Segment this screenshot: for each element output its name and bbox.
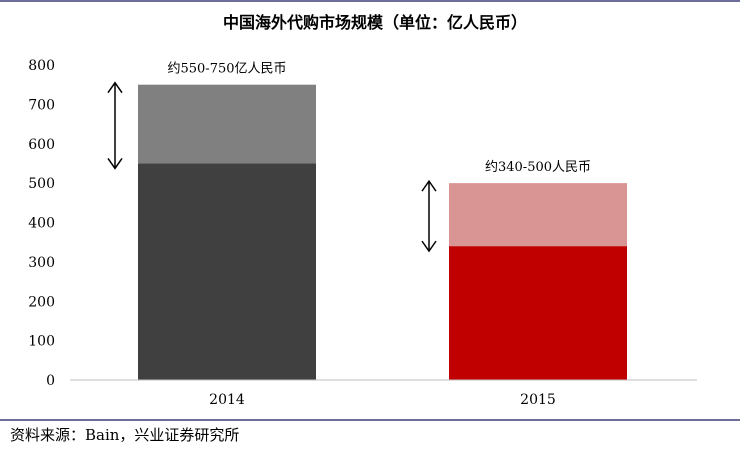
- source-note: 资料来源：Bain，兴业证券研究所: [10, 426, 240, 444]
- y-tick-label: 100: [28, 334, 55, 350]
- bar-2015-segment-0: [449, 246, 627, 380]
- x-tick-label: 2014: [209, 392, 245, 408]
- bar-annotation: 约340-500人民币: [485, 160, 591, 175]
- y-tick-label: 500: [28, 176, 55, 192]
- range-arrow-icon: [107, 81, 123, 170]
- x-tick-label: 2015: [520, 392, 556, 408]
- chart-title: 中国海外代购市场规模（单位：亿人民币）: [223, 13, 527, 32]
- y-tick-label: 200: [28, 294, 55, 310]
- y-tick-label: 800: [28, 58, 55, 74]
- y-tick-label: 700: [28, 97, 55, 113]
- y-tick-label: 300: [28, 255, 55, 271]
- y-tick-label: 0: [46, 373, 55, 389]
- range-arrow-icon: [421, 179, 437, 253]
- bar-2014-segment-0: [138, 163, 316, 380]
- bar-annotation: 约550-750亿人民币: [167, 62, 286, 77]
- y-tick-label: 400: [28, 216, 55, 232]
- y-tick-label: 600: [28, 137, 55, 153]
- bar-2015-segment-1: [449, 183, 627, 247]
- bar-2014-segment-1: [138, 84, 316, 164]
